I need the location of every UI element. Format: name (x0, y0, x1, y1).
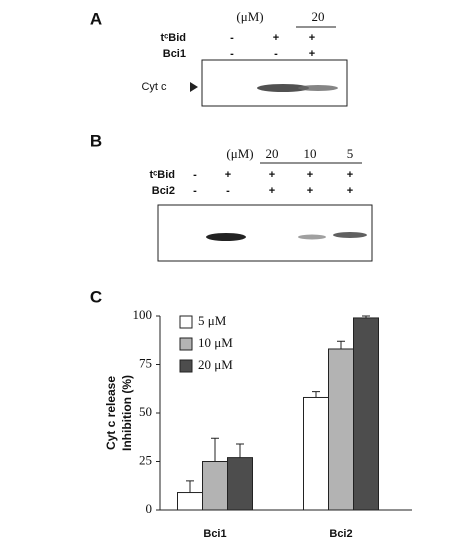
y-tick-label: 100 (133, 307, 153, 322)
band-label: Cyt c (141, 81, 167, 93)
band (298, 234, 326, 240)
lane-sign: + (269, 185, 275, 197)
lane-sign: + (347, 169, 353, 181)
unit: (μM) (226, 146, 253, 161)
legend-swatch (179, 337, 193, 351)
error-bar (236, 443, 244, 458)
lane-sign: + (309, 48, 315, 60)
bar (328, 348, 354, 511)
error-bar (312, 391, 320, 398)
y-axis-label: Inhibition (%) (120, 375, 134, 451)
bar (202, 461, 228, 511)
blot-frame (157, 204, 373, 262)
concentration: 5 (347, 146, 354, 161)
lane-sign: + (273, 32, 279, 44)
lane-sign: + (307, 169, 313, 181)
lane-sign: - (230, 48, 234, 60)
y-tick-label: 50 (139, 404, 152, 419)
legend-label: 20 μM (198, 357, 233, 372)
bar (303, 396, 329, 511)
bar (227, 457, 253, 511)
lane-sign: - (226, 185, 230, 197)
row-label: Bci2 (152, 185, 175, 197)
panel-label: A (90, 9, 102, 28)
blot-frame (201, 59, 348, 107)
legend-swatch (179, 359, 193, 373)
bar (353, 317, 379, 511)
panel-label: C (90, 287, 102, 306)
y-tick-label: 0 (146, 501, 153, 516)
y-tick-label: 25 (139, 452, 152, 467)
bar (177, 492, 203, 511)
lane-sign: + (307, 185, 313, 197)
lane-sign: - (274, 48, 278, 60)
lane-sign: - (193, 185, 197, 197)
row-label: tᶜBid (160, 32, 186, 44)
panel-label: B (90, 131, 102, 150)
concentration: 20 (312, 9, 325, 24)
concentration: 10 (304, 146, 317, 161)
lane-sign: - (230, 32, 234, 44)
lane-sign: + (269, 169, 275, 181)
band (257, 84, 309, 92)
row-label: tᶜBid (149, 169, 175, 181)
band (333, 232, 367, 238)
band (206, 233, 246, 241)
band (298, 85, 338, 91)
lane-sign: + (309, 32, 315, 44)
arrow (190, 82, 198, 92)
legend-label: 5 μM (198, 313, 227, 328)
legend-label: 10 μM (198, 335, 233, 350)
row-label: Bci1 (163, 48, 186, 60)
unit: (μM) (236, 9, 263, 24)
y-tick-label: 75 (139, 355, 152, 370)
concentration: 20 (266, 146, 279, 161)
error-bar (186, 480, 194, 493)
error-bar (337, 340, 345, 349)
error-bar (362, 315, 370, 318)
lane-sign: - (193, 169, 197, 181)
error-bar (211, 437, 219, 462)
x-tick-label: Bci2 (329, 528, 352, 540)
y-axis-label: Cyt c release (104, 376, 118, 450)
lane-sign: + (347, 185, 353, 197)
legend-swatch (179, 315, 193, 329)
lane-sign: + (225, 169, 231, 181)
x-tick-label: Bci1 (203, 528, 226, 540)
